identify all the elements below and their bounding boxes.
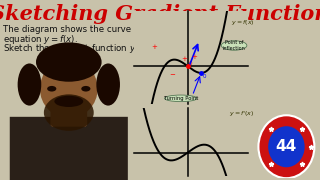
Text: equation $y = f(x)$.: equation $y = f(x)$.	[3, 33, 78, 46]
Text: Turning Point: Turning Point	[164, 96, 198, 101]
Text: Point of
inflection: Point of inflection	[223, 40, 245, 51]
FancyBboxPatch shape	[10, 117, 128, 180]
Ellipse shape	[164, 95, 197, 102]
Circle shape	[268, 126, 305, 167]
Text: $+$: $+$	[151, 42, 158, 51]
Ellipse shape	[54, 96, 83, 107]
Ellipse shape	[47, 86, 56, 92]
Text: Sketching Gradient Function: Sketching Gradient Function	[0, 4, 320, 24]
Text: 44: 44	[276, 139, 297, 154]
Ellipse shape	[18, 64, 41, 106]
Ellipse shape	[40, 59, 98, 118]
Text: $+$: $+$	[191, 52, 198, 61]
Text: The diagram shows the curve with the: The diagram shows the curve with the	[3, 25, 169, 34]
Text: $y = f(x)$: $y = f(x)$	[231, 18, 254, 27]
Text: $-$: $-$	[169, 70, 176, 76]
Text: 0: 0	[202, 74, 206, 79]
Text: $+$: $+$	[181, 54, 188, 63]
FancyBboxPatch shape	[51, 104, 87, 127]
Circle shape	[259, 115, 314, 178]
Ellipse shape	[221, 41, 247, 50]
Ellipse shape	[36, 42, 102, 82]
Ellipse shape	[96, 64, 120, 106]
Text: $y = f'(x)$: $y = f'(x)$	[229, 109, 255, 119]
Text: Sketch the gradient function $y = f'(x)$.: Sketch the gradient function $y = f'(x)$…	[3, 42, 166, 55]
Ellipse shape	[44, 94, 94, 131]
Text: 0: 0	[189, 60, 192, 66]
Ellipse shape	[81, 86, 91, 92]
